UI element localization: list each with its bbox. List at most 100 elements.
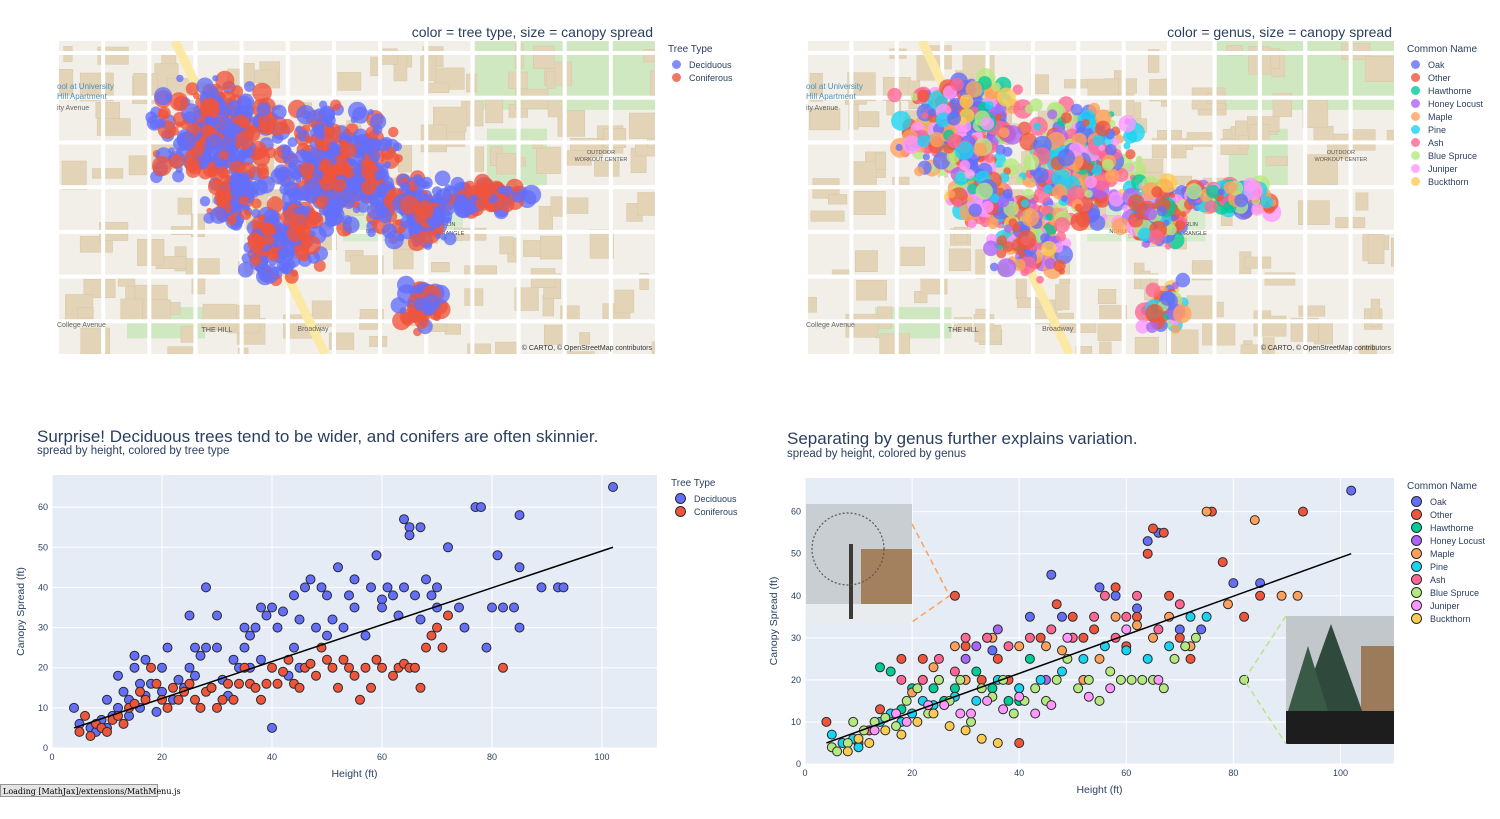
data-point[interactable] xyxy=(933,674,944,685)
data-point[interactable] xyxy=(848,716,859,727)
data-point[interactable] xyxy=(322,654,332,665)
data-point[interactable] xyxy=(267,722,277,733)
data-point[interactable] xyxy=(1051,599,1062,610)
data-point[interactable] xyxy=(388,670,398,681)
data-point[interactable] xyxy=(1041,641,1051,652)
data-point[interactable] xyxy=(1121,624,1132,635)
data-point[interactable] xyxy=(1073,683,1084,694)
data-point[interactable] xyxy=(1014,738,1025,748)
data-point[interactable] xyxy=(912,716,923,727)
data-point[interactable] xyxy=(891,721,901,732)
data-point[interactable] xyxy=(1057,666,1067,677)
data-point[interactable] xyxy=(327,662,338,673)
data-point[interactable] xyxy=(256,654,266,665)
map2-attribution[interactable]: © CARTO, © OpenStreetMap contributors xyxy=(1260,345,1391,352)
data-point[interactable] xyxy=(272,622,283,633)
data-point[interactable] xyxy=(118,718,129,729)
data-point[interactable] xyxy=(901,695,912,706)
data-point[interactable] xyxy=(1180,641,1191,652)
data-point[interactable] xyxy=(1110,582,1121,593)
data-point[interactable] xyxy=(987,683,998,694)
map-tree-markers[interactable] xyxy=(887,68,1282,334)
data-point[interactable] xyxy=(1153,624,1164,635)
data-point[interactable] xyxy=(928,708,939,719)
data-point[interactable] xyxy=(896,674,907,685)
data-point[interactable] xyxy=(344,662,354,673)
data-point[interactable] xyxy=(1346,485,1357,496)
data-point[interactable] xyxy=(1185,611,1196,622)
data-point[interactable] xyxy=(201,582,211,593)
data-point[interactable] xyxy=(1078,632,1089,643)
data-point[interactable] xyxy=(1164,641,1175,652)
data-point[interactable] xyxy=(960,653,971,664)
data-point[interactable] xyxy=(960,632,971,643)
data-point[interactable] xyxy=(1174,632,1185,643)
data-point[interactable] xyxy=(1249,515,1260,526)
data-point[interactable] xyxy=(949,666,960,677)
data-point[interactable] xyxy=(1153,674,1164,685)
map2-legend-item-buckthorn[interactable]: Buckthorn xyxy=(1407,175,1483,188)
scatter2-legend-item-juniper[interactable]: Juniper xyxy=(1407,599,1485,612)
data-point[interactable] xyxy=(294,682,305,693)
data-point[interactable] xyxy=(1099,590,1110,601)
data-point[interactable] xyxy=(1110,590,1121,601)
data-point[interactable] xyxy=(399,514,409,525)
data-point[interactable] xyxy=(949,590,960,601)
data-point[interactable] xyxy=(349,602,360,613)
data-point[interactable] xyxy=(256,694,266,705)
data-point[interactable] xyxy=(966,708,976,719)
data-point[interactable] xyxy=(195,650,206,661)
data-point[interactable] xyxy=(234,678,244,689)
data-point[interactable] xyxy=(992,738,1003,748)
data-point[interactable] xyxy=(333,682,343,693)
data-point[interactable] xyxy=(955,674,966,685)
data-point[interactable] xyxy=(437,642,448,653)
data-point[interactable] xyxy=(228,694,239,705)
data-point[interactable] xyxy=(311,622,321,633)
data-point[interactable] xyxy=(410,590,420,601)
series-oak[interactable] xyxy=(987,485,1357,656)
data-point[interactable] xyxy=(1089,624,1100,635)
map2-legend-item-honey-locust[interactable]: Honey Locust xyxy=(1407,97,1483,110)
data-point[interactable] xyxy=(74,726,85,737)
data-point[interactable] xyxy=(278,606,288,617)
data-point[interactable] xyxy=(311,670,321,681)
data-point[interactable] xyxy=(498,602,508,613)
data-point[interactable] xyxy=(250,622,261,633)
data-point[interactable] xyxy=(928,683,939,694)
data-point[interactable] xyxy=(338,654,349,665)
data-point[interactable] xyxy=(212,642,222,653)
data-point[interactable] xyxy=(917,653,928,664)
data-point[interactable] xyxy=(1298,506,1308,517)
data-point[interactable] xyxy=(1121,645,1132,656)
data-point[interactable] xyxy=(173,674,184,685)
data-point[interactable] xyxy=(875,704,885,715)
data-point[interactable] xyxy=(912,683,923,694)
data-point[interactable] xyxy=(443,542,453,553)
scatter2-legend-item-blue-spruce[interactable]: Blue Spruce xyxy=(1407,586,1485,599)
data-point[interactable] xyxy=(1030,683,1041,694)
data-point[interactable] xyxy=(1292,590,1303,601)
data-point[interactable] xyxy=(162,642,173,653)
data-point[interactable] xyxy=(896,653,907,664)
scatter1-legend-item-deciduous[interactable]: Deciduous xyxy=(671,492,738,505)
series-buckthorn[interactable] xyxy=(842,708,1003,757)
data-point[interactable] xyxy=(514,510,525,521)
data-point[interactable] xyxy=(832,746,843,757)
data-point[interactable] xyxy=(102,694,112,705)
map2-legend-item-ash[interactable]: Ash xyxy=(1407,136,1483,149)
data-point[interactable] xyxy=(151,678,162,689)
data-point[interactable] xyxy=(228,654,239,665)
data-point[interactable] xyxy=(1024,611,1035,622)
data-point[interactable] xyxy=(1046,700,1057,711)
data-point[interactable] xyxy=(960,725,971,736)
data-point[interactable] xyxy=(272,678,283,689)
data-point[interactable] xyxy=(190,642,200,653)
data-point[interactable] xyxy=(1174,624,1185,635)
data-point[interactable] xyxy=(432,582,442,593)
data-point[interactable] xyxy=(1121,611,1132,622)
data-point[interactable] xyxy=(421,642,431,653)
data-point[interactable] xyxy=(1083,674,1094,685)
data-point[interactable] xyxy=(443,610,453,621)
data-point[interactable] xyxy=(944,721,955,732)
